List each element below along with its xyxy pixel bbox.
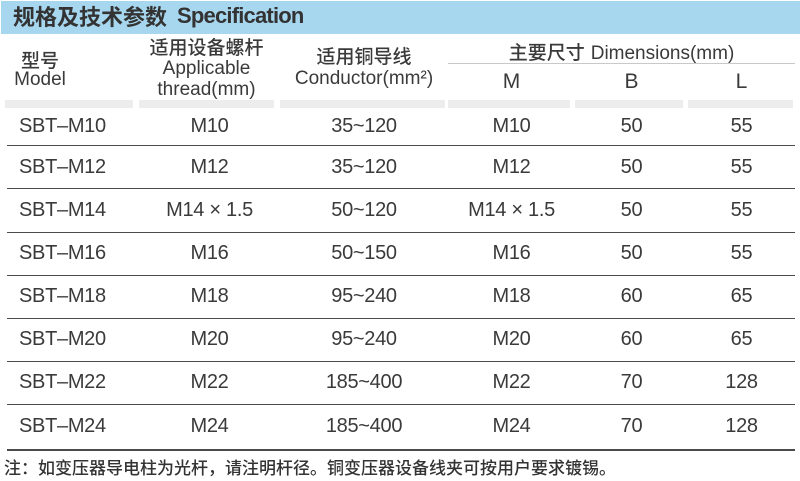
- column-header-thread-en1: Applicable: [162, 57, 251, 79]
- cell-m: M10: [492, 114, 531, 137]
- header-divider-segment: [5, 100, 133, 108]
- cell-model: SBT–M18: [19, 285, 106, 307]
- table-bottom-border: [7, 448, 795, 451]
- cell-l: 128: [725, 415, 758, 437]
- cell-model: SBT–M24: [19, 415, 106, 437]
- section-title-en: Specification: [177, 2, 304, 28]
- cell-b: 60: [620, 285, 643, 307]
- cell-m: M16: [492, 242, 531, 264]
- table-row: SBT–M10 M10 35~120 M10 50 55: [7, 107, 795, 146]
- cell-l: 55: [730, 198, 753, 221]
- cell-model: SBT–M14: [19, 198, 106, 221]
- cell-b: 70: [620, 371, 643, 393]
- column-header-conductor-zh: 适用铜导线: [316, 42, 412, 69]
- cell-model: SBT–M20: [19, 328, 106, 350]
- column-header-model-zh: 型号: [20, 46, 59, 73]
- cell-l: 65: [730, 328, 753, 350]
- cell-thread: M12: [190, 155, 229, 178]
- cell-conductor: 185~400: [325, 371, 403, 393]
- cell-b: 70: [620, 415, 643, 437]
- header-divider-segment: [688, 100, 793, 108]
- table-row: SBT–M22 M22 185~400 M22 70 128: [7, 362, 795, 405]
- cell-m: M22: [492, 371, 531, 393]
- cell-m: M12: [492, 155, 531, 178]
- cell-conductor: 35~120: [331, 155, 397, 178]
- table-row: SBT–M12 M12 35~120 M12 50 55: [7, 146, 795, 189]
- column-header-conductor: 适用铜导线 Conductor(mm²): [280, 42, 448, 90]
- cell-thread: M18: [190, 285, 229, 307]
- column-header-conductor-en: Conductor(mm²): [294, 67, 434, 89]
- header-divider-segment: [280, 100, 445, 108]
- cell-thread: M20: [190, 328, 229, 350]
- table-row: SBT–M20 M20 95~240 M20 60 65: [7, 319, 795, 362]
- cell-l: 65: [730, 285, 753, 307]
- cell-l: 55: [730, 155, 753, 178]
- cell-b: 60: [620, 328, 643, 350]
- cell-b: 50: [620, 114, 643, 137]
- column-header-model-en: Model: [14, 68, 66, 90]
- cell-l: 55: [730, 242, 753, 264]
- cell-thread: M24: [190, 415, 229, 437]
- column-header-dimensions-zh: 主要尺寸: [508, 38, 585, 65]
- column-header-dim-m: M: [502, 70, 521, 93]
- cell-conductor: 95~240: [331, 328, 397, 350]
- column-header-thread-zh: 适用设备螺杆: [149, 33, 264, 60]
- cell-model: SBT–M22: [19, 371, 106, 393]
- dimensions-underline: [448, 63, 795, 64]
- table-row: SBT–M24 M24 185~400 M24 70 128: [7, 405, 795, 449]
- cell-model: SBT–M12: [19, 155, 106, 178]
- cell-thread: M22: [190, 371, 229, 393]
- cell-m: M24: [492, 415, 531, 437]
- table-row: SBT–M16 M16 50~150 M16 50 55: [7, 233, 795, 276]
- cell-b: 50: [620, 198, 643, 221]
- column-header-thread: 适用设备螺杆 Applicable thread(mm): [139, 36, 274, 101]
- table-row: SBT–M14 M14 × 1.5 50~120 M14 × 1.5 50 55: [7, 189, 795, 233]
- cell-b: 50: [620, 242, 643, 264]
- cell-l: 128: [725, 371, 758, 393]
- column-header-thread-en2: thread(mm): [157, 79, 256, 101]
- cell-conductor: 185~400: [325, 415, 403, 437]
- cell-l: 55: [730, 114, 753, 137]
- cell-m: M18: [492, 285, 531, 307]
- cell-conductor: 50~120: [331, 198, 397, 221]
- cell-thread: M10: [190, 114, 229, 137]
- cell-thread: M16: [190, 242, 229, 264]
- cell-model: SBT–M10: [19, 114, 106, 137]
- section-title-bar: 规格及技术参数 Specification: [1, 0, 800, 34]
- column-header-dim-b: B: [624, 70, 639, 93]
- header-divider-segment: [448, 100, 570, 108]
- section-title-zh: 规格及技术参数: [13, 0, 168, 32]
- cell-m: M14 × 1.5: [468, 198, 555, 221]
- column-header-dimensions-en: Dimensions(mm): [590, 43, 735, 64]
- cell-b: 50: [620, 155, 643, 178]
- column-header-dim-l: L: [735, 70, 748, 93]
- column-header-dimensions: 主要尺寸 Dimensions(mm): [448, 41, 795, 64]
- cell-conductor: 35~120: [331, 114, 397, 137]
- cell-thread: M14 × 1.5: [166, 198, 253, 221]
- column-header-model: 型号 Model: [0, 50, 80, 89]
- header-divider-segment: [575, 100, 683, 108]
- cell-model: SBT–M16: [19, 242, 106, 264]
- header-divider-segment: [139, 100, 274, 108]
- cell-conductor: 95~240: [331, 285, 397, 307]
- cell-m: M20: [492, 328, 531, 350]
- table-row: SBT–M18 M18 95~240 M18 60 65: [7, 276, 795, 319]
- footnote: 注：如变压器导电柱为光杆，请注明杆径。铜变压器设备线夹可按用户要求镀锡。: [4, 454, 616, 479]
- cell-conductor: 50~150: [331, 242, 397, 264]
